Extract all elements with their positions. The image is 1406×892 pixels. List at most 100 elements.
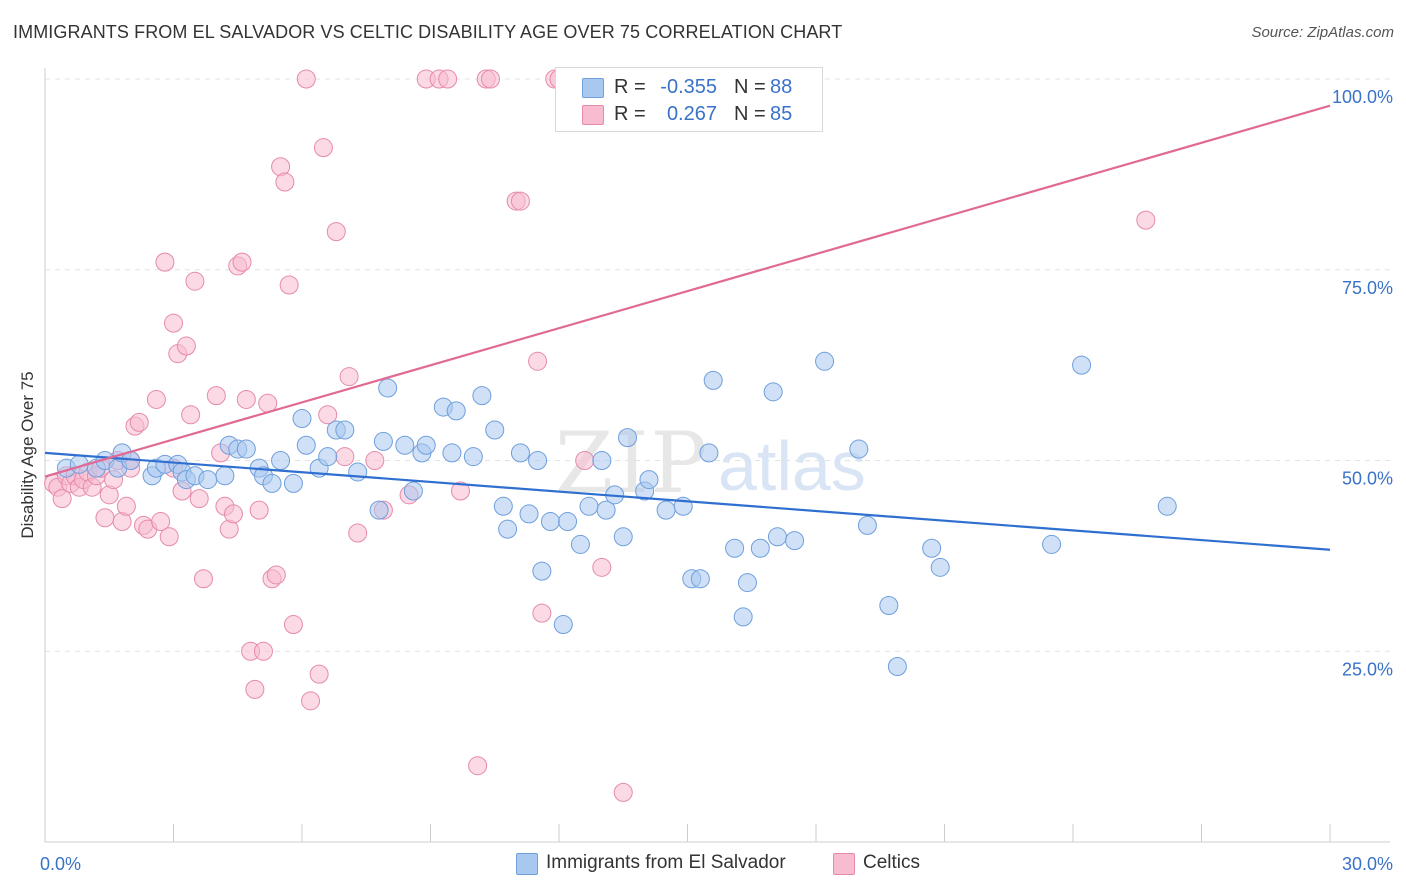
scatter-point bbox=[575, 451, 595, 470]
scatter-point bbox=[198, 470, 218, 490]
scatter-point bbox=[301, 691, 321, 711]
scatter-point bbox=[369, 500, 389, 520]
x-tick-label: 0.0% bbox=[40, 854, 81, 874]
scatter-point bbox=[335, 447, 355, 467]
scatter-point bbox=[271, 451, 291, 470]
scatter-point bbox=[570, 534, 590, 554]
scatter-point bbox=[232, 252, 252, 272]
scatter-point bbox=[815, 351, 835, 371]
legend-swatch-el-salvador bbox=[582, 78, 604, 98]
tick-labels: 25.0% 50.0% 75.0% 100.0% 0.0% 30.0% bbox=[40, 87, 1393, 874]
legend-n-label: N = bbox=[734, 76, 766, 98]
scatter-point bbox=[223, 504, 243, 524]
scatter-point bbox=[472, 386, 492, 406]
source-label: Source: ZipAtlas.com bbox=[1251, 24, 1394, 41]
scatter-point bbox=[95, 508, 115, 528]
scatter-point bbox=[750, 538, 770, 558]
scatter-point bbox=[442, 443, 462, 463]
bottom-legend-label-el-salvador: Immigrants from El Salvador bbox=[546, 852, 786, 873]
scatter-point bbox=[763, 382, 783, 402]
scatter-point bbox=[528, 351, 548, 371]
scatter-point bbox=[403, 481, 423, 501]
scatter-point bbox=[733, 607, 753, 627]
scatter-point bbox=[236, 439, 256, 459]
scatter-point bbox=[510, 443, 530, 463]
scatter-point bbox=[313, 138, 333, 158]
scatter-point bbox=[275, 172, 295, 192]
scatter-point bbox=[189, 489, 209, 509]
scatter-point bbox=[737, 573, 757, 593]
scatter-point bbox=[1136, 210, 1156, 230]
scatter-point bbox=[579, 496, 599, 516]
scatter-point bbox=[335, 420, 355, 440]
scatter-point bbox=[596, 500, 616, 520]
scatter-point bbox=[253, 641, 273, 661]
scatter-point bbox=[857, 515, 877, 535]
trend-line bbox=[44, 104, 1331, 478]
legend-r-label: R = bbox=[614, 76, 646, 98]
scatter-point bbox=[553, 615, 573, 635]
legend-r-value: 0.267 bbox=[666, 103, 717, 125]
scatter-point bbox=[438, 69, 458, 89]
gridlines bbox=[45, 78, 1390, 652]
scatter-point bbox=[159, 527, 179, 547]
y-tick-label: 100.0% bbox=[1332, 87, 1393, 107]
scatter-point bbox=[930, 557, 950, 577]
data-points bbox=[44, 69, 1177, 802]
scatter-point bbox=[540, 512, 560, 532]
scatter-point bbox=[1042, 534, 1062, 554]
scatter-point bbox=[532, 603, 552, 623]
scatter-point bbox=[849, 439, 869, 459]
scatter-point bbox=[395, 435, 415, 455]
scatter-point bbox=[318, 447, 338, 467]
scatter-point bbox=[498, 519, 518, 539]
scatter-point bbox=[116, 496, 136, 516]
scatter-point bbox=[146, 389, 166, 409]
scatter-point bbox=[416, 435, 436, 455]
scatter-point bbox=[558, 512, 578, 532]
scatter-point bbox=[283, 473, 303, 493]
scatter-point bbox=[446, 401, 466, 421]
scatter-point bbox=[318, 405, 338, 425]
scatter-point bbox=[279, 275, 299, 295]
scatter-point bbox=[785, 531, 805, 551]
scatter-point bbox=[725, 538, 745, 558]
scatter-point bbox=[1072, 355, 1092, 375]
scatter-point bbox=[326, 222, 346, 242]
scatter-point bbox=[639, 470, 659, 490]
y-tick-label: 50.0% bbox=[1342, 469, 1393, 489]
watermark-atlas: atlas bbox=[718, 427, 866, 505]
scatter-point bbox=[176, 336, 196, 356]
scatter-point bbox=[510, 191, 530, 211]
scatter-point bbox=[699, 443, 719, 463]
scatter-point bbox=[887, 657, 907, 677]
scatter-point bbox=[52, 489, 72, 509]
scatter-point bbox=[468, 756, 488, 776]
scatter-point bbox=[348, 523, 368, 543]
scatter-point bbox=[292, 409, 312, 429]
scatter-point bbox=[193, 569, 213, 589]
trend-lines bbox=[44, 104, 1331, 551]
scatter-point bbox=[618, 428, 638, 448]
scatter-point bbox=[378, 378, 398, 398]
scatter-point bbox=[493, 496, 513, 516]
scatter-point bbox=[365, 451, 385, 470]
scatter-point bbox=[592, 557, 612, 577]
y-tick-label: 75.0% bbox=[1342, 278, 1393, 298]
scatter-point bbox=[348, 462, 368, 482]
scatter-point bbox=[532, 561, 552, 581]
scatter-point bbox=[206, 386, 226, 406]
legend-n-value: 88 bbox=[770, 76, 793, 98]
scatter-point bbox=[703, 370, 723, 390]
scatter-point bbox=[690, 569, 710, 589]
scatter-point bbox=[296, 435, 316, 455]
scatter-point bbox=[485, 420, 505, 440]
scatter-point bbox=[155, 252, 175, 272]
scatter-point bbox=[181, 405, 201, 425]
correlation-legend: R = -0.355 N = 88 R = 0.267 N = 85 bbox=[555, 67, 823, 132]
scatter-point bbox=[164, 313, 183, 333]
scatter-point bbox=[450, 481, 470, 501]
axes bbox=[44, 68, 1390, 843]
legend-r-label: R = bbox=[614, 103, 646, 125]
scatter-point bbox=[519, 504, 539, 524]
